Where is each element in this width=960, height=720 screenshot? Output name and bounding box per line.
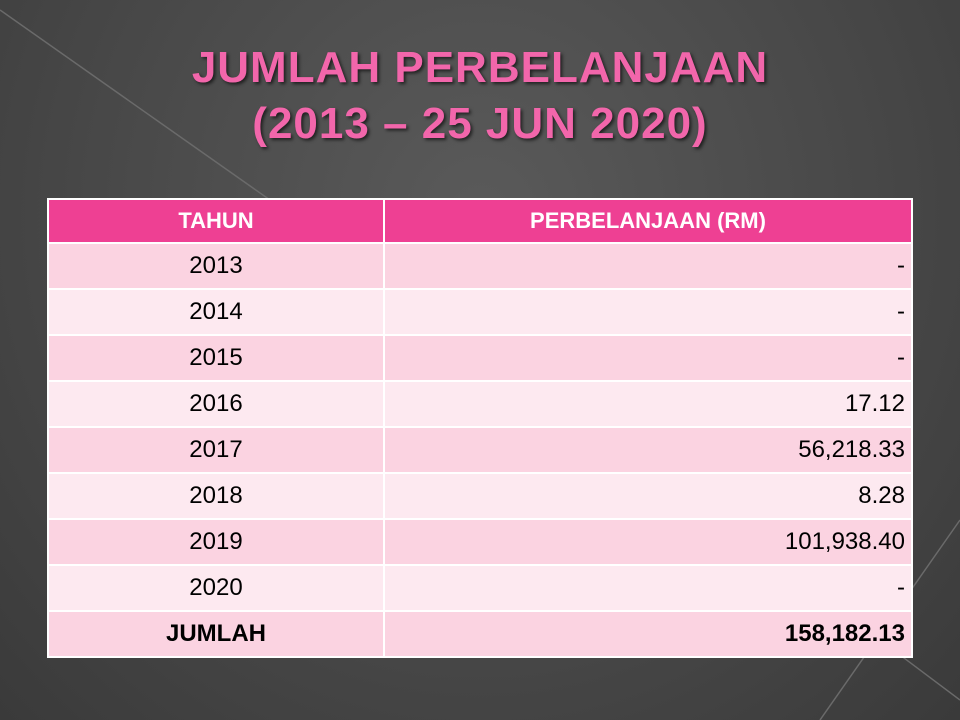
table-cell: -: [383, 334, 913, 382]
table-row: 2017 56,218.33: [47, 426, 913, 474]
table-row: 2015-: [47, 334, 913, 382]
table-cell: -: [383, 288, 913, 336]
table-cell: 101,938.40: [383, 518, 913, 566]
header-row: TAHUN PERBELANJAAN (RM): [47, 198, 913, 244]
table-cell: 2018: [47, 472, 385, 520]
table-cell: 17.12: [383, 380, 913, 428]
table-cell: 56,218.33: [383, 426, 913, 474]
title-line: (2013 – 25 JUN 2020): [252, 99, 708, 148]
table-row: 2016 17.12: [47, 380, 913, 428]
table-row: 2018 8.28: [47, 472, 913, 520]
table-cell: -: [383, 242, 913, 290]
table-cell: -: [383, 564, 913, 612]
table-row: JUMLAH 158,182.13: [47, 610, 913, 658]
table-cell: 158,182.13: [383, 610, 913, 658]
table-cell: 2017: [47, 426, 385, 474]
table-body: 2013-2014-2015-2016 17.12 2017 56,218.33 201…: [47, 242, 913, 658]
deco-line: [0, 9, 271, 201]
expense-table: TAHUN PERBELANJAAN (RM) 2013-2014-2015-2…: [47, 198, 913, 658]
table-cell: 2014: [47, 288, 385, 336]
table-row: 2020-: [47, 564, 913, 612]
table-cell: 2016: [47, 380, 385, 428]
header-cell: TAHUN: [47, 198, 385, 244]
slide-title: JUMLAH PERBELANJAAN (2013 – 25 JUN 2020): [0, 40, 960, 152]
table-cell: 8.28: [383, 472, 913, 520]
table-row: 2014-: [47, 288, 913, 336]
table-cell: 2013: [47, 242, 385, 290]
table-row: 2013-: [47, 242, 913, 290]
table-cell: 2019: [47, 518, 385, 566]
table-cell: 2020: [47, 564, 385, 612]
title-line: JUMLAH PERBELANJAAN: [191, 43, 769, 92]
table-cell: 2015: [47, 334, 385, 382]
header-cell: PERBELANJAAN (RM): [383, 198, 913, 244]
table-row: 2019 101,938.40: [47, 518, 913, 566]
table-cell: JUMLAH: [47, 610, 385, 658]
